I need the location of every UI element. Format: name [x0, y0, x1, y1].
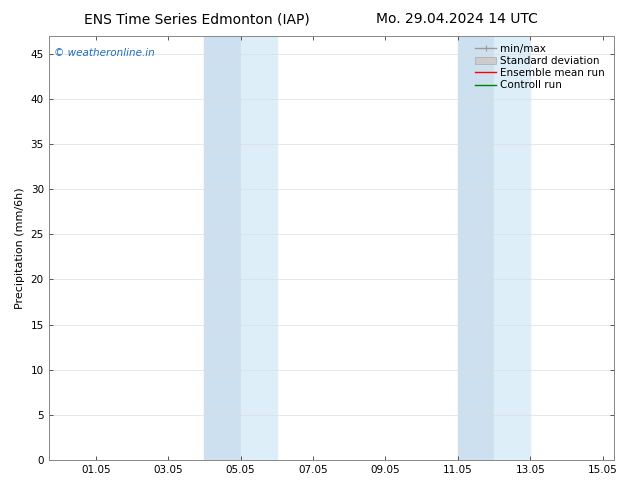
Y-axis label: Precipitation (mm/6h): Precipitation (mm/6h) — [15, 187, 25, 309]
Bar — [204, 36, 240, 460]
Bar — [240, 36, 277, 460]
Text: © weatheronline.in: © weatheronline.in — [55, 49, 155, 58]
Text: Mo. 29.04.2024 14 UTC: Mo. 29.04.2024 14 UTC — [375, 12, 538, 26]
Legend: min/max, Standard deviation, Ensemble mean run, Controll run: min/max, Standard deviation, Ensemble me… — [472, 41, 609, 93]
Bar — [494, 36, 530, 460]
Bar — [458, 36, 494, 460]
Text: ENS Time Series Edmonton (IAP): ENS Time Series Edmonton (IAP) — [84, 12, 309, 26]
